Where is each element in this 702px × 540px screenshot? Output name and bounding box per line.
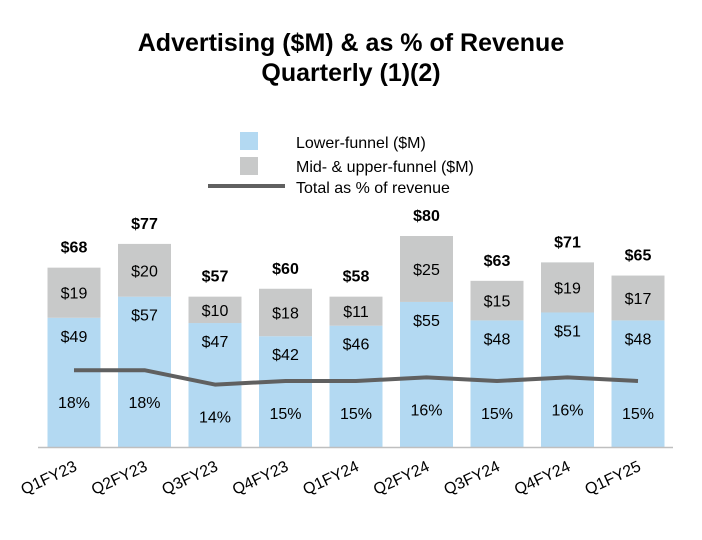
bar-mid-upper-funnel-Q1FY25 [611,275,665,321]
chart-title-line-1: Advertising ($M) & as % of Revenue [137,29,565,57]
label-total-Q1FY25: $65 [625,248,652,265]
label-mid-upper-funnel-Q2FY24: $25 [413,262,440,279]
labels-group: $19 $49 $68 18% $20 $57 $77 18% $10 $47 $57 14% $18 $… [58,208,654,427]
label-mid-upper-funnel-Q4FY24: $19 [554,280,581,297]
x-tick-label-Q4FY23: Q4FY23 [230,458,291,499]
label-lower-funnel-Q4FY23: $42 [272,347,299,364]
label-mid-upper-funnel-Q1FY24: $11 [343,304,369,321]
bar-mid-upper-funnel-Q4FY23 [259,288,312,337]
legend: Lower-funnel ($M) Mid- & upper-funnel ($… [208,132,474,197]
label-mid-upper-funnel-Q2FY23: $20 [131,263,158,280]
label-pct-Q3FY24: 15% [481,406,513,423]
bar-mid-upper-funnel-Q1FY23 [47,267,101,318]
label-mid-upper-funnel-Q3FY24: $15 [484,294,511,311]
label-mid-upper-funnel-Q3FY23: $10 [202,303,229,320]
x-tick-label-Q1FY25: Q1FY25 [582,458,643,499]
label-total-Q2FY24: $80 [413,208,440,225]
label-pct-Q1FY23: 18% [58,395,90,412]
bar-mid-upper-funnel-Q4FY24 [541,262,594,313]
legend-swatch-lower-funnel [240,132,258,150]
legend-label-mid-upper-funnel: Mid- & upper-funnel ($M) [296,159,474,176]
bar-mid-upper-funnel-Q2FY24 [400,236,453,302]
label-total-Q1FY23: $68 [61,240,88,257]
bar-mid-upper-funnel-Q1FY24 [329,296,383,326]
label-lower-funnel-Q1FY24: $46 [343,337,370,354]
bar-lower-funnel-Q1FY23 [47,317,101,447]
bar-lower-funnel-Q1FY24 [329,325,383,447]
label-pct-Q1FY25: 15% [622,406,654,423]
x-tick-label-Q3FY24: Q3FY24 [441,458,502,499]
label-pct-Q1FY24: 15% [340,406,372,423]
label-lower-funnel-Q1FY23: $49 [61,329,88,346]
label-pct-Q3FY23: 14% [199,410,231,427]
x-tick-label-Q4FY24: Q4FY24 [512,458,573,499]
label-pct-Q2FY24: 16% [410,402,442,419]
x-tick-label-Q1FY24: Q1FY24 [300,458,361,499]
x-tick-label-Q2FY24: Q2FY24 [371,458,432,499]
bar-mid-upper-funnel-Q2FY23 [118,243,171,297]
legend-swatch-mid-upper-funnel [240,157,258,175]
label-lower-funnel-Q2FY24: $55 [413,313,440,330]
label-pct-Q2FY23: 18% [128,395,160,412]
x-tick-label-Q2FY23: Q2FY23 [89,458,150,499]
legend-label-total-pct: Total as % of revenue [296,180,450,197]
bar-mid-upper-funnel-Q3FY23 [188,296,242,324]
label-lower-funnel-Q2FY23: $57 [131,308,158,325]
label-mid-upper-funnel-Q1FY25: $17 [625,291,652,308]
x-tick-labels: Q1FY23 Q2FY23 Q3FY23 Q4FY23 Q1FY24 Q2FY24 Q3FY… [18,458,643,499]
label-pct-Q4FY23: 15% [269,406,301,423]
chart-title-line-2: Quarterly (1)(2) [261,59,441,87]
line-total-pct-of-revenue [74,368,639,387]
bar-lower-funnel-Q4FY23 [259,336,312,447]
label-total-Q3FY24: $63 [484,253,511,270]
x-tick-label-Q1FY23: Q1FY23 [18,458,79,499]
label-lower-funnel-Q3FY24: $48 [484,331,511,348]
bar-lower-funnel-Q3FY24 [470,320,524,447]
label-lower-funnel-Q1FY25: $48 [625,331,652,348]
bar-lower-funnel-Q2FY24 [400,301,453,447]
label-total-Q3FY23: $57 [202,269,229,286]
label-pct-Q4FY24: 16% [551,402,583,419]
bar-lower-funnel-Q1FY25 [611,320,665,447]
label-mid-upper-funnel-Q1FY23: $19 [61,286,88,303]
label-total-Q1FY24: $58 [343,269,370,286]
pct-line-group [74,368,639,387]
label-lower-funnel-Q4FY24: $51 [554,323,581,340]
chart-title: Advertising ($M) & as % of Revenue Quart… [0,28,702,88]
x-tick-label-Q3FY23: Q3FY23 [159,458,220,499]
label-total-Q4FY24: $71 [554,234,581,251]
label-mid-upper-funnel-Q4FY23: $18 [272,305,299,322]
label-lower-funnel-Q3FY23: $47 [202,334,229,351]
label-total-Q4FY23: $60 [272,261,299,278]
bar-mid-upper-funnel-Q3FY24 [470,280,524,321]
legend-label-lower-funnel: Lower-funnel ($M) [296,135,426,152]
label-total-Q2FY23: $77 [131,216,158,233]
